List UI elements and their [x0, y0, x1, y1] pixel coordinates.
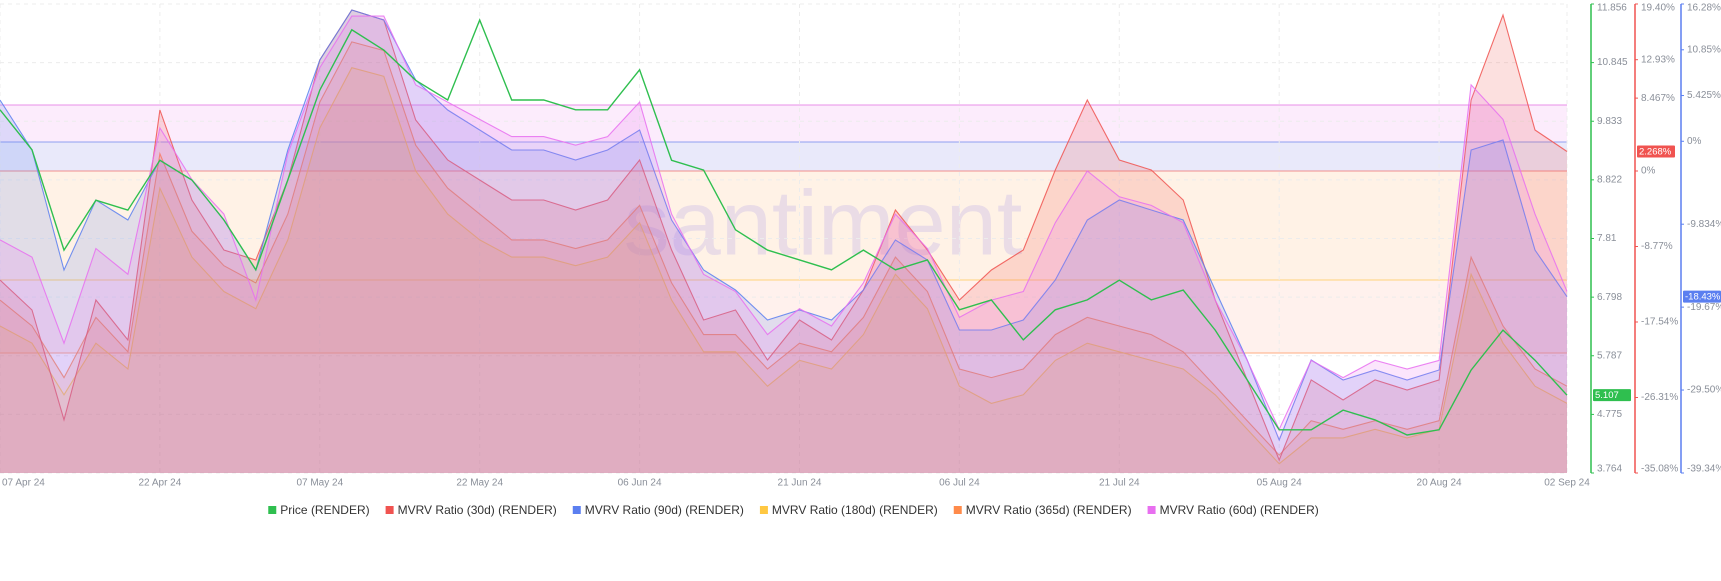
series-line [0, 9, 1568, 462]
y-tick-label: 12.93% [1641, 54, 1675, 65]
series-area [0, 67, 1567, 473]
y-tick-label: 5.787 [1597, 350, 1622, 361]
series-area [0, 10, 1567, 473]
y-tick-label: 5.425% [1687, 90, 1721, 101]
series-area [0, 41, 1567, 474]
legend-swatch [268, 506, 277, 514]
current-value-badge [1683, 290, 1721, 303]
current-value-badge [1593, 389, 1631, 402]
y-tick-label: -26.31% [1641, 392, 1678, 403]
y-tick-label: -19.67% [1687, 302, 1721, 313]
band [0, 171, 1567, 280]
y-tick-label: 6.798 [1597, 292, 1622, 303]
y-tick-label: 11.856 [1597, 3, 1627, 14]
legend-swatch [953, 506, 962, 514]
legend-swatch [572, 506, 581, 514]
x-tick-label: 05 Aug 24 [1257, 478, 1302, 489]
legend-swatch [759, 506, 768, 514]
band [0, 142, 1567, 171]
legend-swatch [1147, 506, 1156, 514]
series-line [0, 9, 1568, 442]
y-tick-label: -17.54% [1641, 317, 1678, 328]
threshold-bands [0, 104, 1567, 354]
y-tick-label: 19.40% [1641, 3, 1675, 14]
x-tick-label: 06 Jun 24 [618, 478, 662, 489]
y-tick-label: 3.764 [1597, 464, 1622, 475]
legend-label: MVRV Ratio (60d) (RENDER) [1160, 503, 1319, 517]
y-tick-label: 10.85% [1687, 44, 1721, 55]
series-line [0, 67, 1568, 465]
y-tick-label: 10.845 [1597, 57, 1628, 68]
y-tick-label: 8.467% [1641, 93, 1675, 104]
y-tick-label: -35.08% [1641, 464, 1678, 475]
x-tick-label: 21 Jun 24 [778, 478, 822, 489]
y-tick-label: 0% [1641, 166, 1656, 177]
series-line [0, 41, 1568, 456]
y-tick-label: -29.50% [1687, 385, 1721, 396]
x-tick-label: 06 Jul 24 [939, 478, 980, 489]
x-tick-label: 22 May 24 [456, 478, 503, 489]
y-tick-label: 7.81 [1597, 233, 1617, 244]
series-line [0, 15, 1568, 431]
y-tick-label: 16.28% [1687, 3, 1721, 14]
x-tick-label: 07 May 24 [296, 478, 343, 489]
y-tick-label: -8.77% [1641, 241, 1673, 252]
x-tick-label: 22 Apr 24 [138, 478, 181, 489]
y-tick-label: 8.822 [1597, 174, 1622, 185]
watermark: santiment [624, 172, 1023, 274]
legend: Price (RENDER) MVRV Ratio (30d) (RENDER) M… [268, 503, 1319, 517]
series-area [0, 10, 1567, 473]
x-tick-label: 02 Sep 24 [1544, 478, 1590, 489]
y-tick-label: 0% [1687, 136, 1702, 147]
legend-label: MVRV Ratio (30d) (RENDER) [398, 503, 557, 517]
y-tick-label: 9.833 [1597, 116, 1622, 127]
y-tick-label: 4.775 [1597, 409, 1622, 420]
x-tick-label: 20 Aug 24 [1417, 478, 1462, 489]
legend-label: MVRV Ratio (90d) (RENDER) [585, 503, 744, 517]
legend-label: MVRV Ratio (365d) (RENDER) [966, 503, 1132, 517]
legend-swatch [385, 506, 394, 514]
current-value-label: 2.268% [1639, 146, 1672, 157]
x-tick-label: 21 Jul 24 [1099, 478, 1140, 489]
legend-label: MVRV Ratio (180d) (RENDER) [772, 503, 938, 517]
series-area [0, 16, 1567, 473]
x-tick-label: 07 Apr 24 [2, 478, 45, 489]
current-value-label: -18.43% [1685, 292, 1721, 303]
current-value-badge [1637, 145, 1675, 158]
current-value-label: 5.107 [1595, 390, 1619, 401]
band [0, 105, 1567, 142]
series-line [0, 18, 1568, 436]
y-tick-label: -9.834% [1687, 219, 1721, 230]
legend-label: Price (RENDER) [280, 503, 369, 517]
y-tick-label: -39.34% [1687, 464, 1721, 475]
